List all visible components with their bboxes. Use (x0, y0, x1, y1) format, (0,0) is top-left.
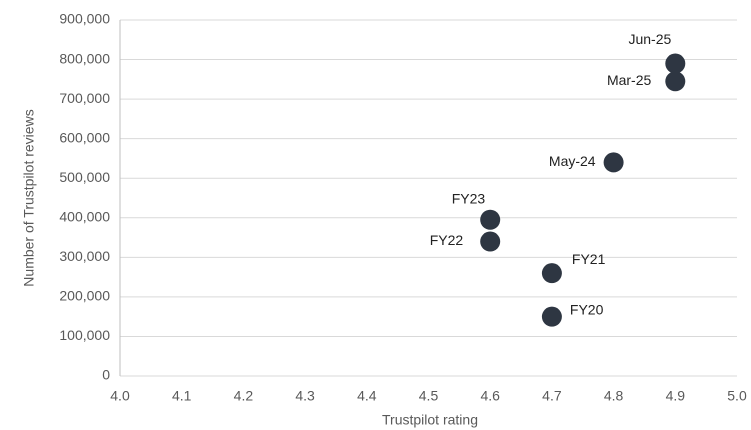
point-label: FY22 (430, 232, 464, 248)
x-tick-label: 4.5 (419, 388, 439, 404)
y-tick-label: 200,000 (59, 288, 110, 304)
y-tick-label: 700,000 (59, 90, 110, 106)
x-tick-label: 4.0 (110, 388, 130, 404)
x-tick-label: 4.9 (666, 388, 686, 404)
x-tick-label: 4.7 (542, 388, 562, 404)
point-label: Jun-25 (628, 31, 671, 47)
point-label: FY20 (570, 301, 604, 317)
x-tick-label: 4.2 (234, 388, 254, 404)
y-tick-label: 100,000 (59, 327, 110, 343)
point (480, 209, 501, 230)
point-label: FY23 (452, 190, 486, 206)
x-tick-label: 4.8 (604, 388, 624, 404)
point (541, 263, 562, 284)
y-tick-label: 500,000 (59, 169, 110, 185)
x-tick-label: 4.1 (172, 388, 192, 404)
y-tick-label: 0 (102, 367, 110, 383)
point (665, 71, 686, 92)
point (665, 53, 686, 74)
point (480, 231, 501, 252)
point-label: FY21 (572, 251, 606, 267)
point (603, 152, 624, 173)
y-tick-label: 400,000 (59, 208, 110, 224)
y-tick-label: 600,000 (59, 129, 110, 145)
point (541, 306, 562, 327)
point-label: Mar-25 (607, 72, 652, 88)
y-tick-label: 300,000 (59, 248, 110, 264)
y-tick-label: 900,000 (59, 11, 110, 27)
x-tick-label: 4.3 (295, 388, 315, 404)
y-axis-title: Number of Trustpilot reviews (21, 109, 37, 286)
x-tick-label: 5.0 (727, 388, 747, 404)
x-tick-label: 4.6 (480, 388, 500, 404)
y-tick-label: 800,000 (59, 50, 110, 66)
point-label: May-24 (549, 153, 596, 169)
x-axis-title: Trustpilot rating (382, 412, 478, 428)
x-tick-label: 4.4 (357, 388, 377, 404)
